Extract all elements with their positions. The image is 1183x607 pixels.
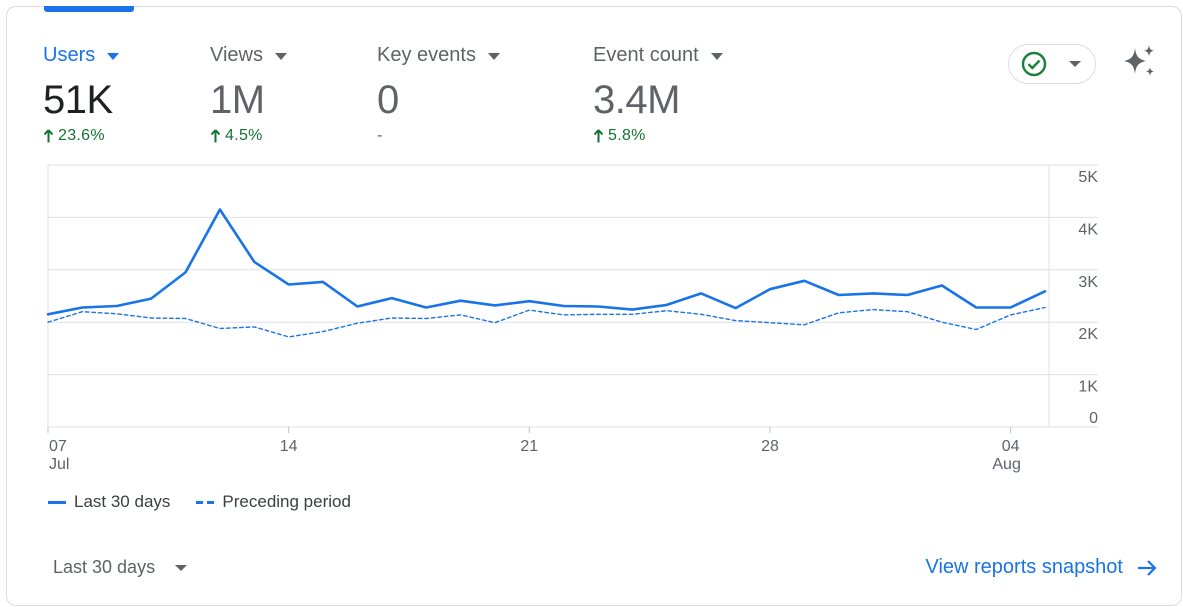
metric-change-value: 23.6% <box>58 127 105 144</box>
metric-tab-event-count[interactable]: Event count 3.4M 5.8% <box>593 42 723 146</box>
metric-change-value: 5.8% <box>608 127 646 144</box>
legend-solid-line-swatch <box>48 500 66 504</box>
metric-change: 23.6% <box>43 126 119 146</box>
arrow-up-icon <box>43 129 54 143</box>
chevron-down-icon <box>710 52 723 60</box>
arrow-up-icon <box>210 129 221 143</box>
metric-change: - <box>377 126 500 146</box>
metric-title: Users <box>43 42 120 68</box>
date-range-label: Last 30 days <box>53 557 156 577</box>
date-range-dropdown[interactable]: Last 30 days <box>53 557 188 578</box>
chart-legend: Last 30 days Preceding period <box>48 492 377 512</box>
metric-title: Key events <box>377 42 500 68</box>
metric-tab-users[interactable]: Users 51K 23.6% <box>43 42 120 146</box>
chevron-down-icon <box>1069 61 1081 67</box>
series-line-preceding-period <box>47 306 1046 338</box>
series-line-last-30-days <box>46 208 1047 316</box>
x-tick-label: 28 <box>761 438 779 455</box>
chevron-down-icon <box>175 564 188 571</box>
metric-tab-views[interactable]: Views 1M 4.5% <box>210 42 287 146</box>
metric-value: 1M <box>210 78 265 122</box>
check-circle-icon <box>1021 51 1047 77</box>
metric-value: 0 <box>377 78 399 122</box>
x-tick-label: 14 <box>280 438 298 455</box>
metric-change: 5.8% <box>593 126 723 146</box>
legend-label: Last 30 days <box>74 492 171 511</box>
metric-value: 51K <box>43 78 113 122</box>
legend-label: Preceding period <box>222 492 351 511</box>
metric-change-value: 4.5% <box>225 127 263 144</box>
sparkle-icon[interactable] <box>1121 43 1159 81</box>
arrow-up-icon <box>593 129 604 143</box>
x-tick-month-label: Aug <box>992 456 1020 473</box>
y-tick-label: 2K <box>1078 326 1098 343</box>
x-tick-month-label: Jul <box>49 456 69 473</box>
metric-title-label: Users <box>43 43 96 66</box>
view-reports-snapshot-link[interactable]: View reports snapshot <box>925 556 1157 579</box>
y-tick-label: 5K <box>1078 169 1098 186</box>
data-quality-status-button[interactable] <box>1008 44 1096 84</box>
metric-title-label: Key events <box>377 43 476 66</box>
x-tick-label: 07 <box>49 438 67 455</box>
x-tick-label: 21 <box>520 438 538 455</box>
arrow-right-icon <box>1138 559 1157 576</box>
metric-title: Views <box>210 42 287 68</box>
y-tick-label: 3K <box>1078 274 1098 291</box>
metric-title: Event count <box>593 42 723 68</box>
metric-change: 4.5% <box>210 126 287 146</box>
legend-item-preceding-period: Preceding period <box>196 492 351 512</box>
metric-title-label: Event count <box>593 43 699 66</box>
y-tick-label: 0 <box>1089 410 1098 427</box>
active-tab-indicator <box>44 6 134 12</box>
y-tick-label: 4K <box>1078 221 1098 238</box>
legend-item-last-30-days: Last 30 days <box>48 492 170 512</box>
metric-title-label: Views <box>210 43 263 66</box>
metric-tab-key-events[interactable]: Key events 0 - <box>377 42 500 146</box>
chevron-down-icon <box>487 52 500 60</box>
legend-dashed-line-swatch <box>196 500 215 504</box>
y-tick-label: 1K <box>1078 379 1098 396</box>
metric-value: 3.4M <box>593 78 680 122</box>
view-link-label: View reports snapshot <box>925 556 1123 578</box>
chevron-down-icon <box>275 52 287 60</box>
chevron-down-icon <box>107 52 120 60</box>
x-tick-label: 04 <box>1002 438 1020 455</box>
metric-change-value: - <box>377 127 383 144</box>
